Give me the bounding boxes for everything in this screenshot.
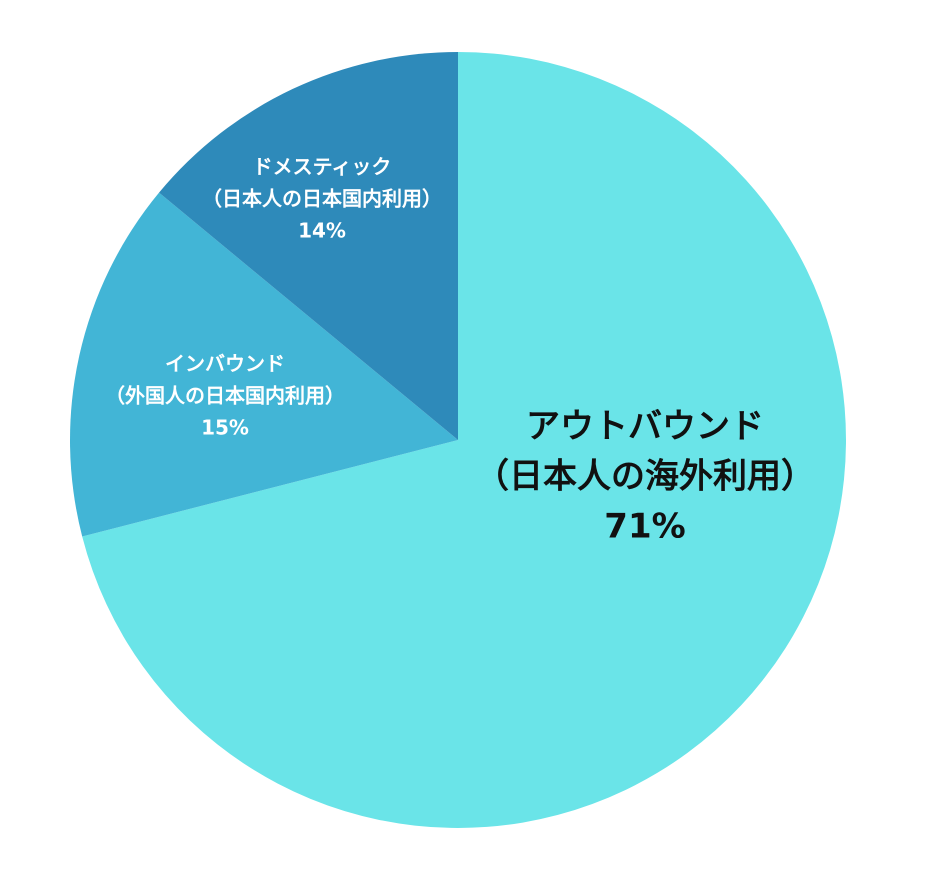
pie-slice [82, 52, 846, 828]
slice-value-label: 15% [201, 416, 249, 440]
pie-slice [159, 52, 458, 440]
slice-value-label: 71% [604, 507, 685, 547]
slice-note: （外国人の日本国内利用） [105, 384, 345, 408]
slice-value-label: 14% [298, 219, 346, 243]
pie-slice [69, 192, 458, 537]
slice-label: アウトバウンド [526, 407, 764, 447]
slice-label: インバウンド [165, 352, 285, 376]
slice-note: （日本人の海外利用） [475, 457, 815, 497]
slice-note: （日本人の日本国内利用） [202, 187, 442, 211]
slice-label: ドメスティック [253, 155, 392, 179]
